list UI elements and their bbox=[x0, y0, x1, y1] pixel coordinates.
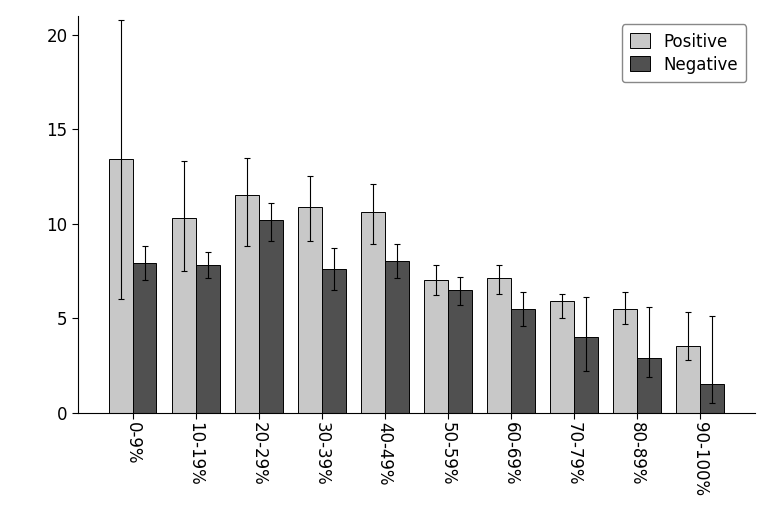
Bar bbox=[574, 337, 598, 413]
Legend: Positive, Negative: Positive, Negative bbox=[622, 24, 746, 82]
Bar bbox=[109, 159, 132, 413]
Bar bbox=[487, 278, 511, 413]
Bar bbox=[384, 261, 408, 413]
Bar bbox=[258, 220, 282, 413]
Bar bbox=[676, 346, 700, 413]
Bar bbox=[511, 309, 534, 413]
Bar bbox=[613, 309, 637, 413]
Bar bbox=[424, 280, 448, 413]
Bar bbox=[550, 301, 574, 413]
Bar bbox=[298, 207, 321, 413]
Bar bbox=[235, 195, 258, 413]
Bar bbox=[132, 263, 156, 413]
Bar bbox=[448, 290, 471, 413]
Bar bbox=[321, 269, 345, 413]
Bar bbox=[172, 218, 195, 413]
Bar bbox=[637, 358, 661, 413]
Bar bbox=[361, 212, 384, 413]
Bar bbox=[700, 384, 724, 413]
Bar bbox=[195, 265, 219, 413]
